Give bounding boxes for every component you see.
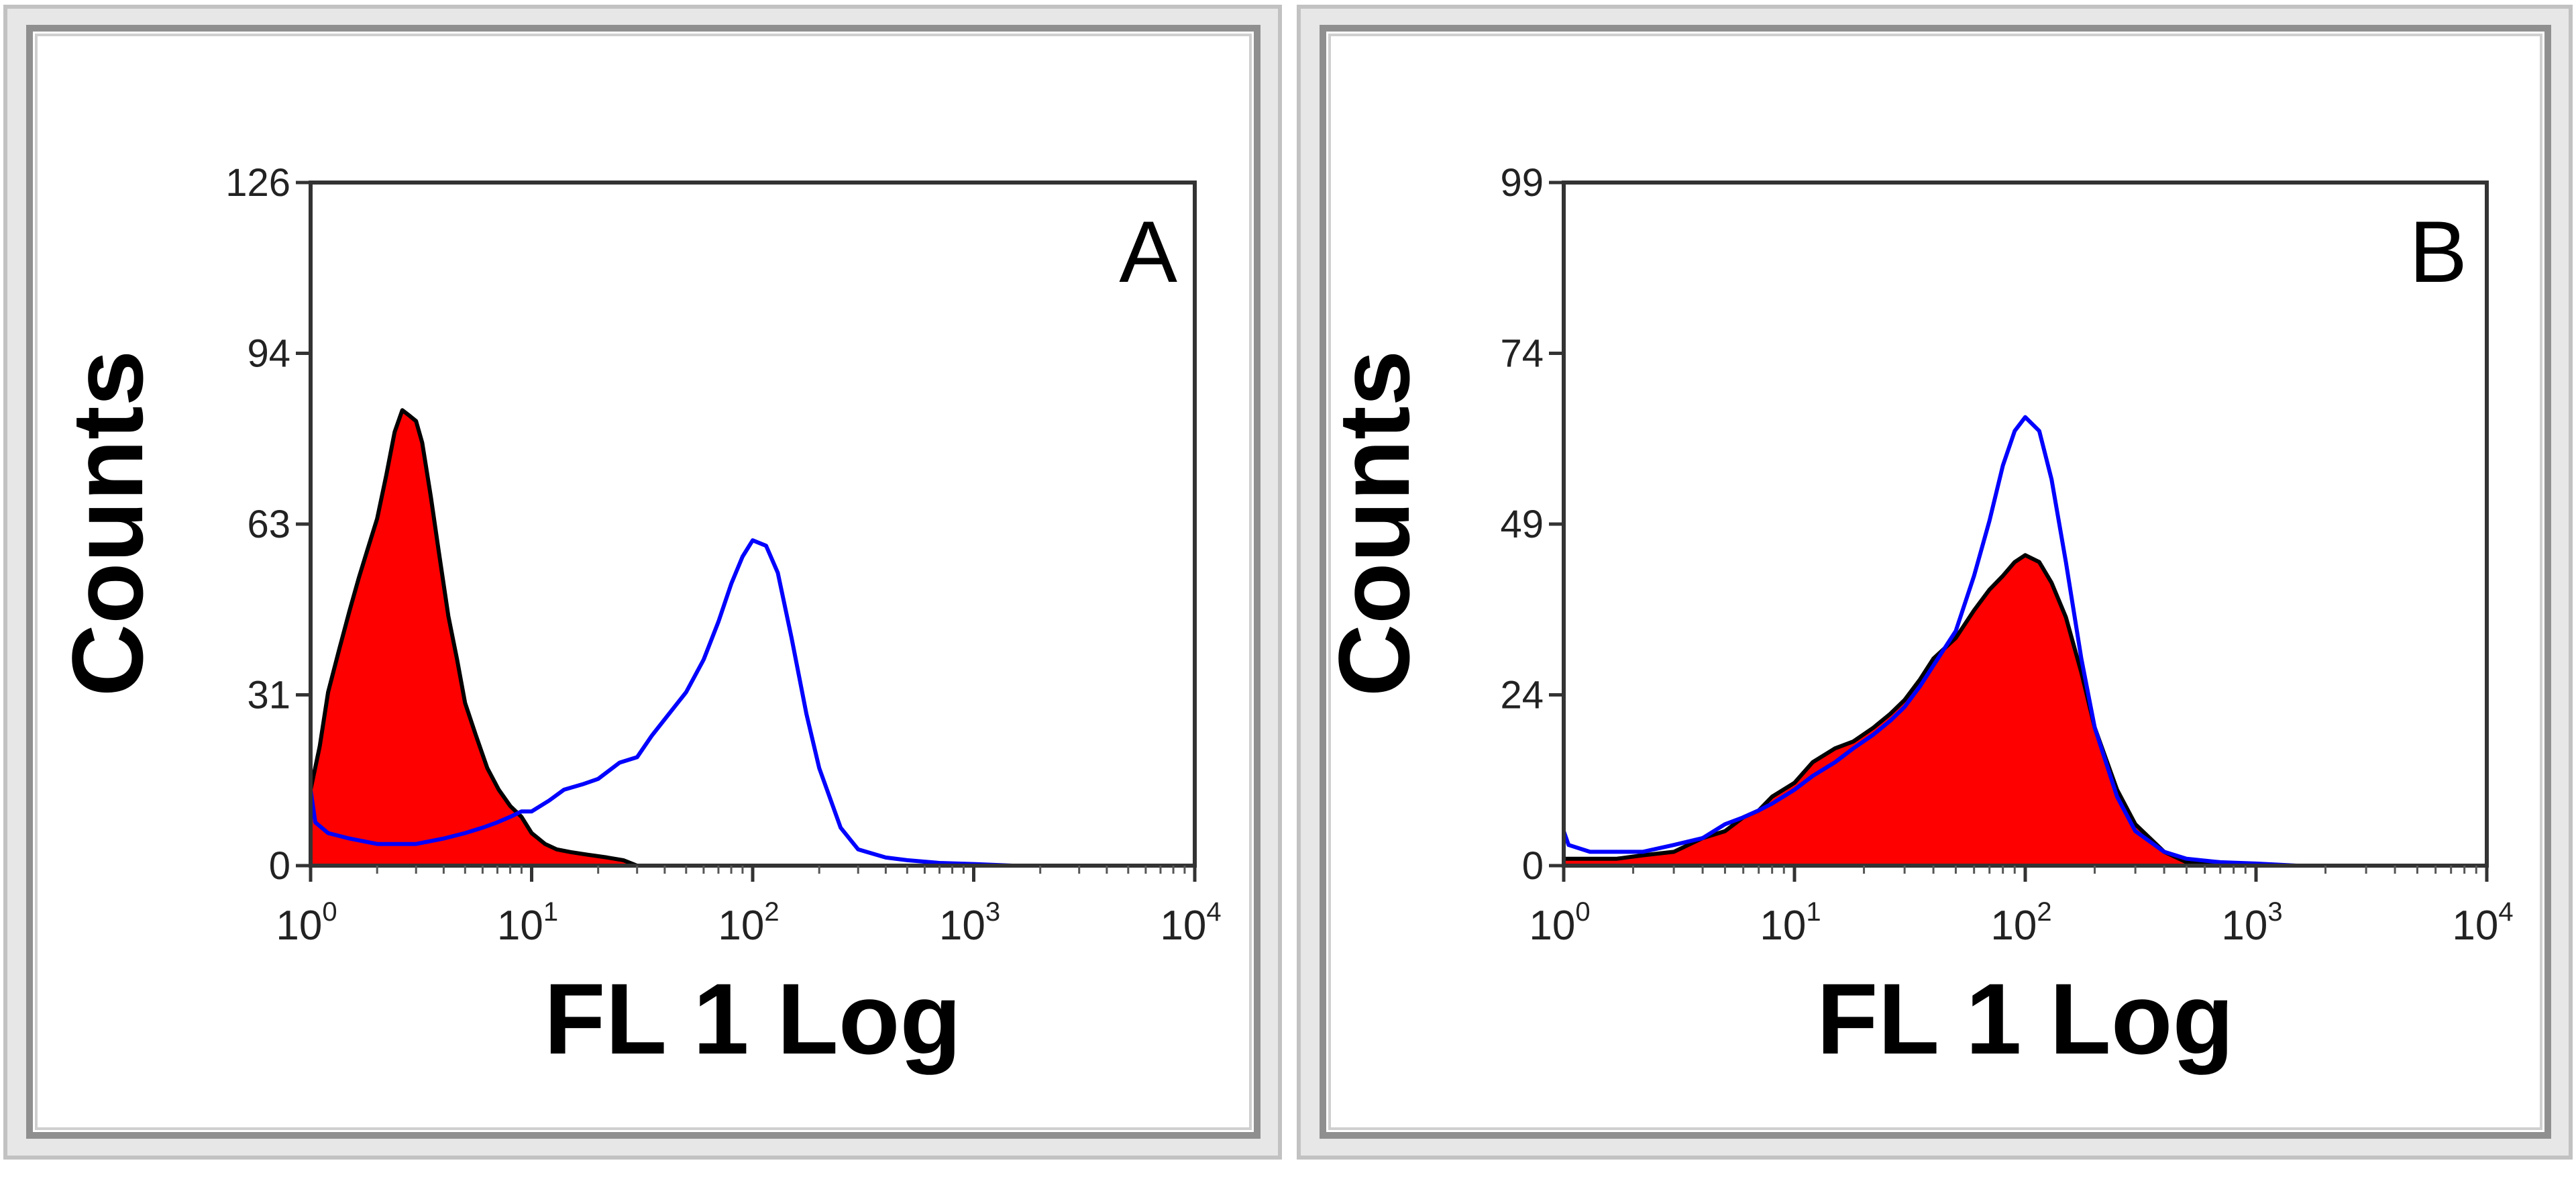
chart-a-y-tick-label: 0 <box>269 844 290 888</box>
chart-b-y-tick-label: 74 <box>1500 332 1544 376</box>
chart-a-y-tick-label: 31 <box>247 674 290 717</box>
chart-b-y-tick-label: 24 <box>1500 674 1544 717</box>
chart-a-y-tick-label: 126 <box>225 161 290 205</box>
chart-b-x-axis-label: FL 1 Log <box>1817 962 2234 1075</box>
chart-b-overlay-histogram-line <box>1562 415 2297 868</box>
chart-b-x-tick-label: 101 <box>1760 897 1821 949</box>
chart-b-y-tick-label: 49 <box>1500 503 1544 546</box>
chart-a-overlay-histogram-line <box>309 475 1013 868</box>
chart-a-y-tick-label: 63 <box>247 503 290 546</box>
chart-a-y-tick-label: 94 <box>247 332 290 376</box>
chart-a-filled-histogram <box>309 408 639 868</box>
chart-a-y-axis-label: Counts <box>51 350 164 697</box>
panel-b-frame <box>1297 5 2573 1160</box>
chart-b-y-axis-label: Counts <box>1318 350 1430 697</box>
panel-a-frame <box>3 5 1282 1160</box>
chart-b-y-tick-label: 0 <box>1522 844 1544 888</box>
chart-a-x-axis-label: FL 1 Log <box>544 962 961 1075</box>
chart-b-panel-label: B <box>2409 203 2467 301</box>
chart-a-panel-label: A <box>1119 203 1177 301</box>
chart-b-y-tick-label: 99 <box>1500 161 1544 205</box>
chart-a-marks <box>309 408 1013 868</box>
chart-a-x-tick-label: 101 <box>497 897 558 949</box>
chart-b-marks <box>1562 415 2297 868</box>
